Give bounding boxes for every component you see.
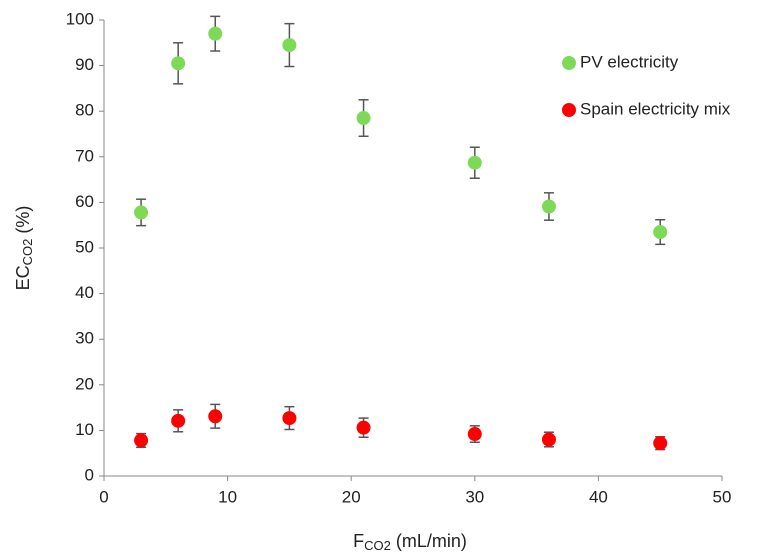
legend-marker xyxy=(562,56,576,70)
x-tick-label: 0 xyxy=(99,487,108,506)
legend-marker xyxy=(562,103,576,117)
x-axis-label: FCO2 (mL/min) xyxy=(353,531,467,554)
point xyxy=(356,420,371,435)
y-tick-label: 90 xyxy=(75,55,94,74)
x-label-main: F xyxy=(353,531,364,551)
x-tick-label: 30 xyxy=(465,487,484,506)
point xyxy=(208,26,223,41)
point xyxy=(541,432,556,447)
y-tick-label: 20 xyxy=(75,374,94,393)
point xyxy=(467,155,482,170)
point xyxy=(171,56,186,71)
y-tick-label: 10 xyxy=(75,420,94,439)
point xyxy=(467,427,482,442)
x-tick-label: 20 xyxy=(342,487,361,506)
point xyxy=(653,436,668,451)
point xyxy=(282,38,297,53)
legend-label: Spain electricity mix xyxy=(580,99,731,118)
point xyxy=(134,205,149,220)
legend-label: PV electricity xyxy=(580,52,679,71)
point xyxy=(541,199,556,214)
y-tick-label: 30 xyxy=(75,329,94,348)
y-label-sub: CO2 xyxy=(20,239,35,266)
point xyxy=(653,225,668,240)
y-label-main: EC xyxy=(13,265,33,290)
y-tick-label: 60 xyxy=(75,192,94,211)
y-label-unit: (%) xyxy=(13,206,33,234)
x-label-unit: (mL/min) xyxy=(396,531,467,551)
x-tick-label: 50 xyxy=(713,487,732,506)
point xyxy=(356,111,371,126)
x-tick-label: 10 xyxy=(218,487,237,506)
point xyxy=(171,413,186,428)
point xyxy=(282,411,297,426)
y-tick-label: 0 xyxy=(85,465,94,484)
y-tick-label: 70 xyxy=(75,146,94,165)
point xyxy=(134,433,149,448)
y-axis-label: ECCO2 (%) xyxy=(13,206,36,291)
x-tick-label: 40 xyxy=(589,487,608,506)
x-label-sub: CO2 xyxy=(364,538,391,553)
y-tick-label: 40 xyxy=(75,283,94,302)
point xyxy=(208,409,223,424)
y-tick-label: 80 xyxy=(75,101,94,120)
y-tick-label: 100 xyxy=(66,9,94,28)
y-tick-label: 50 xyxy=(75,237,94,256)
